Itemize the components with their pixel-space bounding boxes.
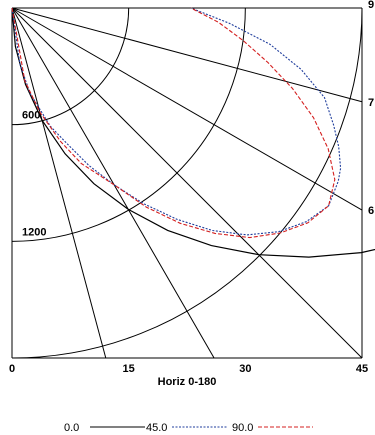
polar-grid	[11, 7, 363, 359]
series-90.0-line	[11, 7, 336, 239]
angle-ray-15	[11, 7, 107, 359]
x-tick-label-30: 30	[239, 363, 251, 375]
series-45.0-line	[11, 7, 342, 236]
angle-ray-45	[11, 7, 363, 359]
angle-ray-75	[11, 7, 363, 103]
axis-labels: Horiz 0-180 0 15 30 45 600 1200 9 7 6	[9, 0, 374, 388]
x-tick-label-15: 15	[123, 363, 135, 375]
angle-label-6: 6	[368, 205, 374, 217]
angle-label-9: 9	[368, 0, 374, 11]
plot-frame	[11, 7, 363, 359]
series-0.0-line	[11, 7, 375, 258]
angle-ray-30	[11, 7, 215, 359]
radial-label-600: 600	[22, 110, 40, 122]
x-tick-label-45: 45	[356, 363, 368, 375]
series-layer	[11, 7, 375, 258]
legend: 0.0 45.0 90.0	[64, 422, 313, 434]
x-tick-label-0: 0	[9, 363, 15, 375]
angle-ray-60	[11, 7, 363, 211]
legend-label-45.0: 45.0	[146, 422, 167, 434]
legend-label-90.0: 90.0	[232, 422, 253, 434]
x-axis-title: Horiz 0-180	[158, 376, 217, 388]
legend-label-0.0: 0.0	[64, 422, 79, 434]
angle-label-7: 7	[368, 97, 374, 109]
radial-label-1200: 1200	[22, 226, 46, 238]
